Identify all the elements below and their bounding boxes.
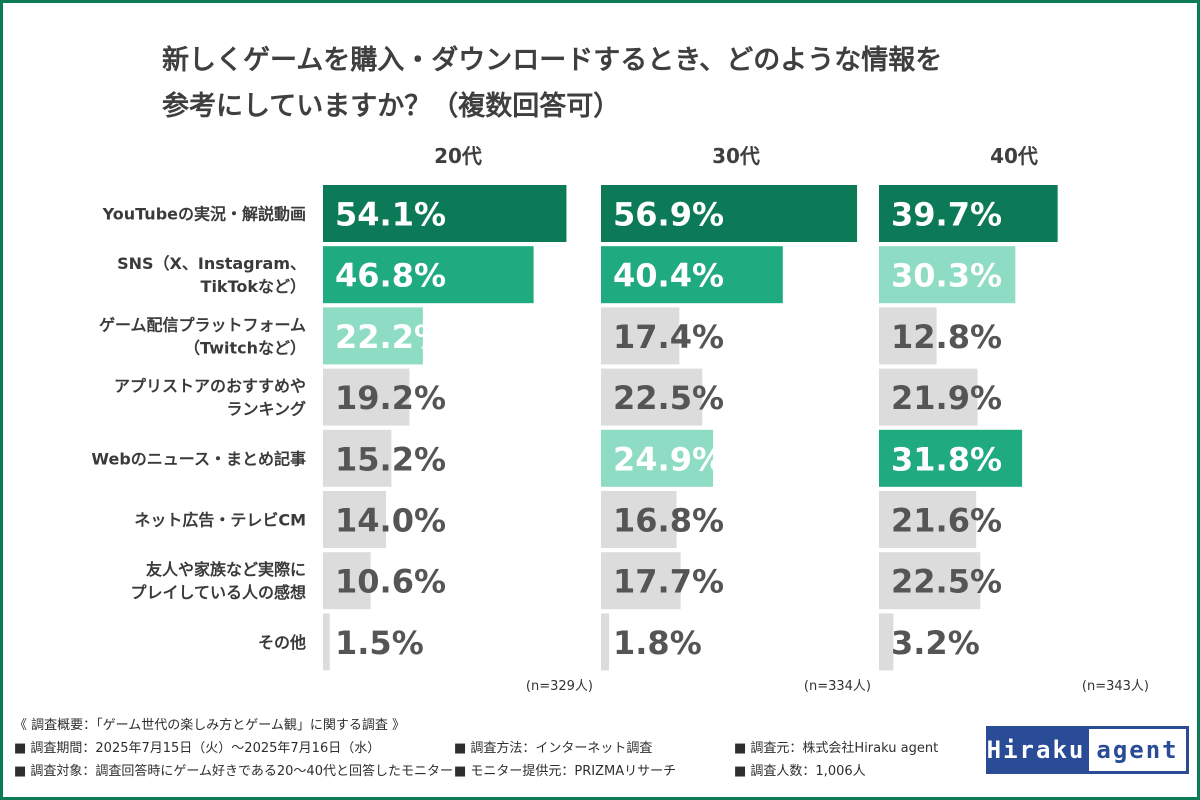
category-label-line: プレイしている人の感想 [130,583,306,602]
category-label-line: SNS（X、Instagram、 [117,254,306,273]
bar [879,246,1016,304]
bar-value-label: 46.8% [335,257,446,295]
bar-value-label: 14.0% [335,502,446,540]
bar [323,368,410,426]
bar [323,307,423,365]
note-provider: ■ モニター提供元：PRIZMAリサーチ [454,764,677,779]
bar [879,368,978,426]
logo-part-2: agent [1086,726,1189,774]
category-label-line: ゲーム配信プラットフォーム [99,315,306,334]
bar-value-label: 21.9% [891,379,1002,417]
sample-size-label: (n=343人) [1082,679,1149,694]
bar-value-label: 15.2% [335,440,446,478]
bar-value-label: 54.1% [335,196,446,234]
bar [323,491,386,548]
sample-size-label: (n=329人) [526,679,593,694]
bar [879,491,977,548]
bar [601,429,714,487]
bar [323,429,392,487]
note-period: ■ 調査期間：2025年7月15日（火）〜2025年7月16日（水） [14,741,381,756]
bar [879,613,894,671]
bar-value-label: 21.6% [891,502,1002,540]
bar [601,491,677,548]
bar [601,246,783,304]
bar-value-label: 3.2% [891,624,980,662]
bar [879,429,1023,487]
bar-value-label: 30.3% [891,257,1002,295]
bar [601,185,858,242]
bar-value-label: 40.4% [613,257,724,295]
title-line-2: 参考にしていますか？（複数回答可） [162,91,621,122]
note-target: ■ 調査対象：調査回答時にゲーム好きである20〜40代と回答したモニター [14,764,453,779]
note-method: ■ 調査方法：インターネット調査 [454,741,653,756]
survey-notes: 《 調査概要：「ゲーム世代の楽しみ方とゲーム観」に関する調査 》 ■ 調査期間：… [14,714,938,783]
category-label-line: ネット広告・テレビCM [134,511,306,530]
panel-header: 30代 [712,144,760,168]
category-label-line: 友人や家族など実際に [146,560,306,579]
bar-value-label: 39.7% [891,196,1002,234]
note-summary: 《 調査概要：「ゲーム世代の楽しみ方とゲーム観」に関する調査 》 [14,718,405,733]
category-label-line: その他 [258,633,306,652]
bar [323,246,534,304]
bar [601,613,610,671]
bar-value-label: 17.4% [613,318,724,356]
panel-header: 40代 [990,144,1038,168]
bar-value-label: 24.9% [613,440,724,478]
note-source: ■ 調査元：株式会社Hiraku agent [734,741,939,756]
category-label: Webのニュース・まとめ記事 [91,449,306,468]
bar [879,552,981,610]
category-label-line: アプリストアのおすすめや [114,377,306,396]
category-label: 友人や家族など実際にプレイしている人の感想 [130,560,306,602]
chart-title: 新しくゲームを購入・ダウンロードするとき、どのような情報を 参考にしていますか？… [162,38,1062,130]
bar-value-label: 16.8% [613,502,724,540]
bar [323,185,567,242]
title-line-1: 新しくゲームを購入・ダウンロードするとき、どのような情報を [162,45,943,76]
category-label-line: （Twitchなど） [184,338,306,357]
category-label: ネット広告・テレビCM [134,511,306,530]
category-label-line: ランキング [226,400,306,419]
bar-value-label: 56.9% [613,196,724,234]
category-label-line: TikTokなど） [201,277,306,296]
bar-value-label: 10.6% [335,563,446,601]
bar-value-label: 19.2% [335,379,446,417]
category-label: ゲーム配信プラットフォーム （Twitchなど） [99,315,306,357]
bar-value-label: 31.8% [891,440,1002,478]
bar-value-label: 22.5% [613,379,724,417]
bar-value-label: 17.7% [613,563,724,601]
bar-value-label: 22.5% [891,563,1002,601]
bar-value-label: 1.8% [613,624,702,662]
category-label: その他 [258,633,306,652]
bar [323,552,371,610]
panel-header: 20代 [434,144,482,168]
bar [601,552,681,610]
bar-value-label: 12.8% [891,318,1002,356]
bar-value-label: 22.2% [335,318,446,356]
category-label: アプリストアのおすすめやランキング [114,377,306,419]
bar [879,307,937,365]
category-label-line: YouTubeの実況・解説動画 [102,205,306,224]
bar [601,307,680,365]
category-label-line: Webのニュース・まとめ記事 [91,449,306,468]
category-label: YouTubeの実況・解説動画 [102,205,306,224]
bar [601,368,703,426]
sample-size-label: (n=334人) [804,679,871,694]
note-count: ■ 調査人数：1,006人 [734,764,866,779]
bar [323,613,330,671]
bar-value-label: 1.5% [335,624,424,662]
logo-part-1: Hiraku [986,726,1086,774]
category-label: SNS（X、Instagram、 TikTokなど） [117,254,306,296]
company-logo: Hiraku agent [986,726,1189,774]
bar [879,185,1058,242]
